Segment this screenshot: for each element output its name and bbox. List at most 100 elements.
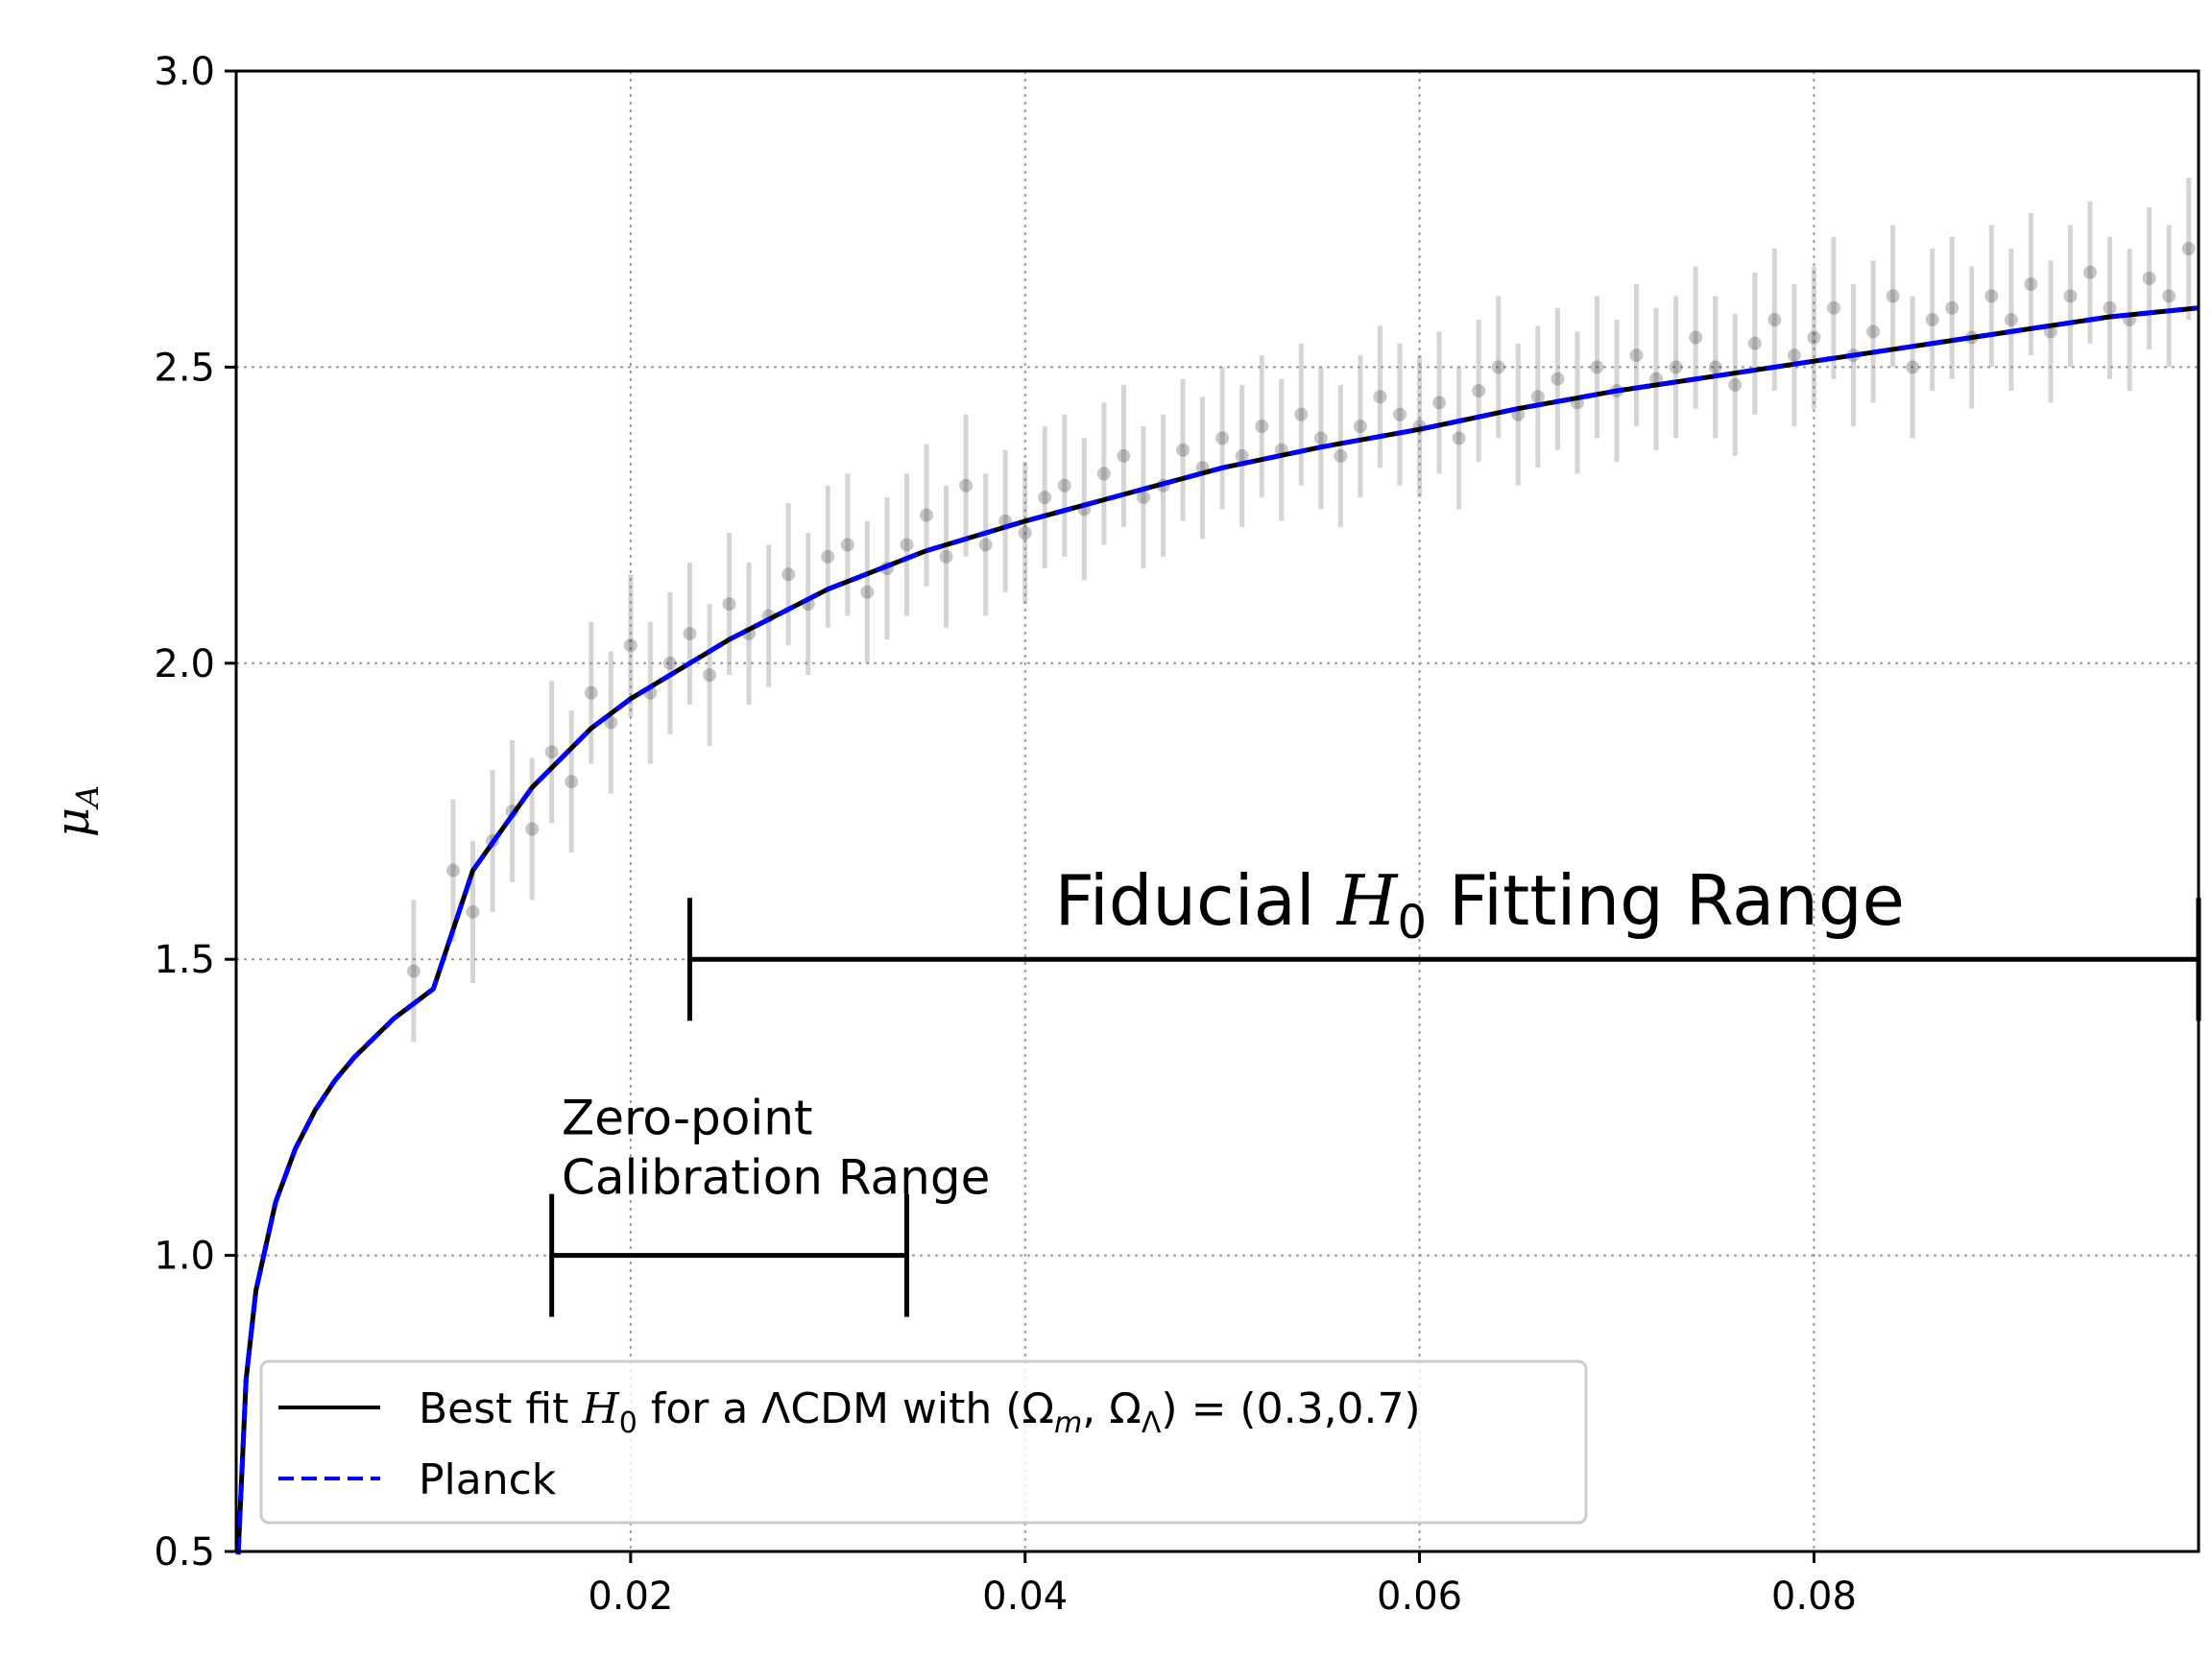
data-point [919, 508, 933, 522]
data-point [1432, 396, 1447, 410]
data-point [1235, 448, 1249, 463]
data-point [1728, 377, 1743, 392]
legend-box [259, 1359, 1588, 1525]
data-point [1096, 467, 1111, 481]
data-point [1906, 360, 1920, 374]
data-point [466, 904, 480, 919]
data-point [1689, 330, 1703, 345]
fiducial-label-h: H [1335, 860, 1399, 941]
data-point [1117, 448, 1131, 463]
data-point [1747, 336, 1762, 350]
data-point [1472, 384, 1486, 398]
data-point [445, 863, 460, 878]
data-point [1018, 526, 1032, 541]
data-point [959, 478, 974, 493]
x-tick-label: 0.08 [1771, 1575, 1857, 1619]
legend-best-fit-h-sub: 0 [619, 1407, 637, 1440]
zero-point-label-line1: Zero-point [562, 1091, 813, 1146]
data-point [2162, 289, 2176, 303]
data-point [662, 656, 677, 670]
data-point [1452, 431, 1466, 445]
data-point [1393, 407, 1407, 421]
fiducial-label-sub: 0 [1397, 896, 1427, 950]
data-point [1313, 431, 1328, 445]
data-point [2181, 242, 2196, 256]
data-point [1334, 448, 1348, 463]
data-point [1590, 360, 1604, 374]
x-tick-label: 0.04 [982, 1575, 1068, 1619]
data-point [860, 585, 875, 599]
y-axis-label-sub: A [69, 785, 106, 810]
data-point [683, 626, 697, 640]
zero-point-label-line2: Calibration Range [562, 1150, 990, 1206]
data-point [565, 775, 579, 789]
data-point [939, 549, 953, 564]
legend-best-fit-prefix: Best fit [419, 1384, 582, 1433]
x-axis-ticks: 0.02 0.04 0.06 0.08 [588, 1551, 1857, 1619]
data-point [722, 597, 736, 612]
data-point [1373, 390, 1387, 404]
y-axis-label-main: μ [46, 807, 100, 837]
data-point [1886, 289, 1900, 303]
data-point [1038, 491, 1052, 505]
data-point [840, 538, 854, 552]
data-point [406, 964, 421, 978]
data-point [1984, 289, 1999, 303]
data-point [781, 567, 796, 582]
data-point [623, 638, 637, 653]
data-point [1136, 491, 1150, 505]
data-point [2083, 265, 2098, 279]
legend-best-fit-mid: for a ΛCDM with (Ω [637, 1384, 1054, 1433]
data-point [2142, 271, 2156, 285]
data-point [1491, 360, 1505, 374]
data-point [1945, 301, 1960, 315]
data-point [1925, 313, 1939, 327]
data-point [2004, 313, 2018, 327]
data-point [2103, 301, 2117, 315]
grid [236, 70, 2199, 1552]
data-point [1215, 431, 1230, 445]
data-point [1787, 349, 1801, 363]
data-point [1669, 360, 1683, 374]
data-point [1551, 372, 1565, 386]
y-tick-label: 2.0 [154, 642, 215, 686]
y-axis-label: μA [46, 785, 106, 837]
legend-best-fit-suffix: ) = (0.3,0.7) [1161, 1384, 1420, 1433]
data-point [1294, 407, 1309, 421]
data-point [1807, 330, 1821, 345]
y-tick-label: 3.0 [154, 50, 215, 94]
legend: Best fit H0 for a ΛCDM with (Ωm, ΩΛ) = (… [259, 1359, 1588, 1525]
curve-layer [235, 305, 2200, 1555]
data-point [978, 538, 993, 552]
data-point [1255, 420, 1269, 434]
fiducial-range-label: Fiducial H0 Fitting Range [1055, 860, 1905, 950]
data-point [1057, 478, 1071, 493]
data-point [821, 549, 835, 564]
data-point [1866, 325, 1881, 339]
y-tick-label: 1.0 [154, 1235, 215, 1279]
y-tick-label: 2.5 [154, 346, 215, 390]
y-tick-label: 1.5 [154, 938, 215, 982]
y-tick-label: 0.5 [154, 1530, 215, 1575]
x-tick-label: 0.02 [588, 1575, 673, 1619]
data-point [1767, 313, 1782, 327]
data-point [544, 745, 559, 759]
data-point [1708, 360, 1722, 374]
data-point [1176, 443, 1190, 457]
data-point [1530, 390, 1545, 404]
legend-best-fit-h: H [581, 1384, 620, 1433]
x-tick-label: 0.06 [1377, 1575, 1462, 1619]
legend-best-fit-m-sub: m [1054, 1407, 1082, 1440]
legend-best-fit-mid2: , Ω [1082, 1384, 1142, 1433]
legend-label-planck: Planck [419, 1455, 557, 1504]
data-point [900, 538, 914, 552]
legend-label-best-fit: Best fit H0 for a ΛCDM with (Ωm, ΩΛ) = (… [419, 1384, 1421, 1440]
data-point [2063, 289, 2078, 303]
legend-best-fit-l-sub: Λ [1142, 1407, 1162, 1440]
data-point [584, 685, 598, 700]
data-point [2024, 277, 2038, 292]
data-point [1629, 349, 1644, 363]
y-axis-ticks: 0.5 1.0 1.5 2.0 2.5 3.0 [154, 50, 236, 1575]
data-point [703, 668, 717, 683]
